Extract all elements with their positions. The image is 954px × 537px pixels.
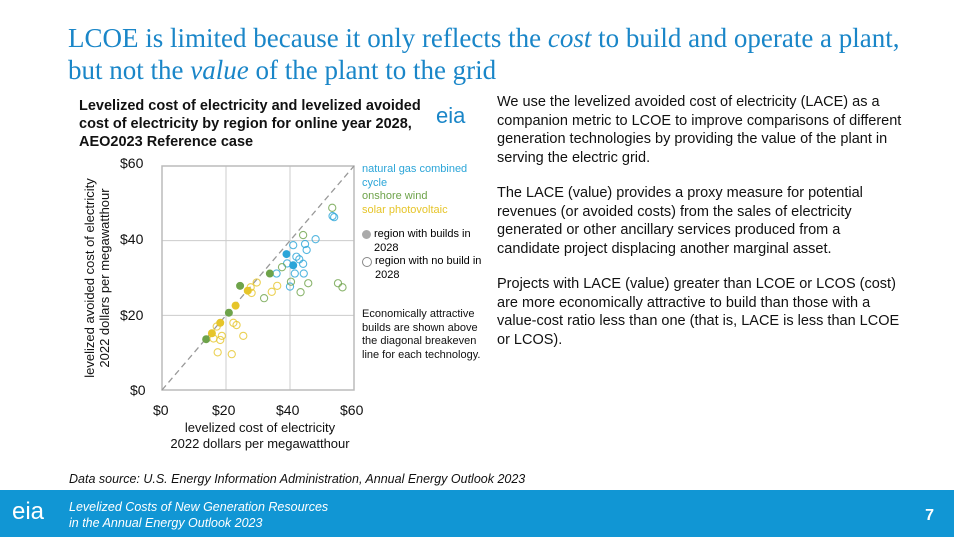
legend-solar: solar photovoltaic	[362, 203, 448, 216]
legend-open: region with no build in 2028	[362, 255, 487, 282]
x-tick: $20	[212, 402, 236, 418]
data-point-open	[217, 331, 226, 341]
y-tick: $20	[120, 307, 144, 323]
data-point-open	[285, 282, 295, 291]
data-point-open	[290, 269, 299, 278]
breakeven-line	[161, 165, 355, 391]
slide-title: LCOE is limited because it only reflects…	[68, 22, 938, 86]
data-point-open	[333, 279, 343, 288]
data-point-open	[239, 331, 248, 341]
data-source: Data source: U.S. Energy Information Adm…	[69, 472, 526, 486]
data-point-open	[267, 287, 276, 296]
legend-ngcc: natural gas combined cycle	[362, 163, 468, 189]
data-point-open	[330, 212, 339, 222]
data-point-filled	[282, 250, 291, 259]
y-tick: $60	[120, 155, 144, 171]
data-point-filled	[289, 261, 298, 270]
data-point-open	[328, 203, 337, 212]
x-axis-label: levelized cost of electricity 2022 dollar…	[150, 420, 370, 452]
paragraph: We use the levelized avoided cost of ele…	[497, 94, 902, 166]
page-number: 7	[925, 507, 934, 524]
data-point-open	[311, 235, 320, 244]
chart-title: Levelized cost of electricity and leveli…	[79, 98, 421, 150]
data-point-filled	[265, 269, 274, 278]
data-point-filled	[202, 335, 211, 344]
data-point-filled	[224, 308, 233, 317]
body-text: We use the levelized avoided cost of ele…	[497, 93, 907, 366]
data-point-open	[277, 263, 287, 272]
data-point-open	[286, 277, 296, 286]
y-axis-label: levelized avoided cost of electricity 202…	[82, 166, 112, 390]
legend-filled: region with builds in 2028	[362, 228, 487, 255]
open-circle-icon	[362, 257, 372, 267]
legend-filled-label: region with builds in 2028	[374, 228, 471, 254]
data-point-filled	[207, 329, 216, 338]
footer-line2: in the Annual Energy Outlook 2023	[69, 516, 263, 530]
paragraph: The LACE (value) provides a proxy measur…	[497, 185, 863, 257]
y-label-line1: levelized avoided cost of electricity	[82, 178, 97, 378]
data-point-open	[213, 348, 222, 357]
data-point-filled	[236, 281, 245, 290]
eia-footer-logo: eia	[12, 498, 45, 525]
data-point-open	[272, 269, 281, 278]
y-tick: $40	[120, 231, 144, 247]
data-point-open	[259, 294, 269, 303]
data-point-open	[232, 320, 241, 330]
data-point-open	[227, 350, 236, 359]
title-emphasis-value: value	[190, 55, 249, 85]
chart-note: Economically attractive builds are shown…	[362, 308, 481, 361]
data-point-open	[338, 283, 347, 292]
data-point-open	[328, 211, 337, 221]
data-point-open	[289, 240, 298, 250]
x-tick: $40	[276, 402, 300, 418]
data-point-open	[298, 259, 308, 268]
data-point-open	[299, 269, 308, 278]
data-point-filled	[231, 301, 240, 310]
title-text: LCOE is limited because it only reflects…	[68, 23, 548, 53]
y-tick: $0	[130, 382, 146, 398]
x-tick: $0	[153, 402, 169, 418]
data-point-open	[302, 245, 311, 255]
data-point-filled	[243, 286, 252, 295]
x-label-line1: levelized cost of electricity	[184, 420, 336, 435]
footer-line1: Levelized Costs of New Generation Resour…	[69, 500, 329, 514]
scatter-plot	[161, 165, 355, 391]
title-emphasis-cost: cost	[547, 23, 592, 53]
y-label-line2: 2022 dollars per megawatthour	[97, 188, 112, 368]
legend-open-label: region with no build in 2028	[375, 255, 482, 281]
title-text: to build and operate a plant, but not th…	[68, 23, 900, 85]
paragraph: Projects with LACE (value) greater than …	[497, 276, 900, 348]
data-point-filled	[216, 318, 225, 327]
x-tick: $60	[340, 402, 364, 418]
data-point-open	[304, 279, 313, 288]
x-label-line2: 2022 dollars per megawatthour	[170, 436, 350, 451]
eia-logo: eia	[436, 103, 466, 128]
data-point-open	[296, 288, 305, 297]
filled-circle-icon	[362, 230, 371, 239]
data-point-open	[298, 230, 308, 240]
data-point-open	[216, 335, 225, 345]
title-text: of the plant to the grid	[248, 55, 497, 85]
legend-wind: onshore wind	[362, 190, 428, 202]
footer-bar: eia Levelized Costs of New Generation Re…	[0, 490, 954, 537]
data-point-open	[252, 278, 261, 287]
footer-title: Levelized Costs of New Generation Resour…	[69, 499, 328, 531]
data-point-open	[300, 239, 310, 249]
data-point-open	[273, 281, 282, 290]
chart-legend: natural gas combined cycle onshore wind …	[362, 163, 487, 282]
data-point-open	[292, 252, 301, 261]
plot-frame	[161, 165, 355, 391]
